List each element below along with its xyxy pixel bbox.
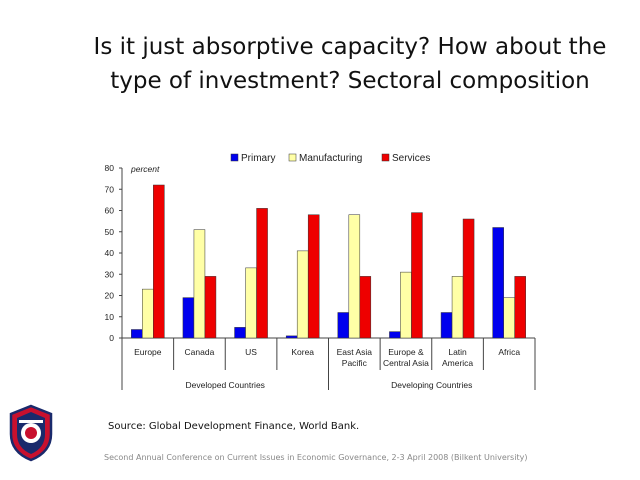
slide-title-line-2: type of investment? Sectoral composition <box>110 68 590 94</box>
university-crest-logo <box>9 404 53 462</box>
y-tick-label: 0 <box>109 333 114 343</box>
x-category-label: Europe <box>134 347 162 357</box>
bar-manufacturing-us <box>245 267 257 339</box>
bar-services-africa <box>514 276 526 339</box>
bar-manufacturing-latin-america <box>451 276 464 339</box>
conference-footer: Second Annual Conference on Current Issu… <box>104 453 528 462</box>
bar-primary-latin-america <box>440 312 453 339</box>
y-tick-label: 80 <box>105 163 115 173</box>
y-tick-label: 30 <box>105 269 115 279</box>
slide-title-line-1: Is it just absorptive capacity? How abou… <box>93 34 607 60</box>
bar-manufacturing-africa <box>503 297 515 339</box>
x-category-label: Africa <box>498 347 520 357</box>
y-tick-label: 10 <box>105 312 115 322</box>
x-category-label: Latin <box>448 347 467 357</box>
bar-manufacturing-east-asia-pacific <box>348 214 361 339</box>
bar-manufacturing-korea <box>296 250 309 339</box>
x-category-label: Pacific <box>342 358 368 368</box>
bar-primary-canada <box>182 297 195 339</box>
y-tick-label: 70 <box>105 184 115 194</box>
y-tick-label: 40 <box>105 248 115 258</box>
bar-manufacturing-canada <box>193 229 206 339</box>
legend-swatch-primary <box>230 153 239 162</box>
x-category-label: Central Asia <box>383 358 429 368</box>
bar-services-east-asia-pacific <box>359 276 372 339</box>
bar-manufacturing-europe <box>142 288 154 339</box>
bar-services-latin-america <box>462 218 475 339</box>
x-category-label: Korea <box>291 347 314 357</box>
bar-services-us <box>256 208 268 339</box>
y-tick-label: 60 <box>105 206 115 216</box>
x-group-label: Developing Countries <box>391 380 472 390</box>
x-category-label: Canada <box>185 347 215 357</box>
bar-primary-east-asia-pacific <box>337 312 350 339</box>
slide-title: Is it just absorptive capacity? How abou… <box>80 30 620 98</box>
legend-label-services: Services <box>392 153 430 164</box>
x-category-label: US <box>245 347 257 357</box>
legend-swatch-services <box>381 153 390 162</box>
bar-primary-us <box>234 327 246 339</box>
y-axis-unit-label: percent <box>130 164 160 174</box>
x-group-label: Developed Countries <box>186 380 265 390</box>
bar-services-korea <box>307 214 320 339</box>
source-note: Source: Global Development Finance, Worl… <box>108 421 360 432</box>
legend-swatch-manufacturing <box>288 153 297 162</box>
legend-label-primary: Primary <box>241 153 275 164</box>
bar-services-canada <box>204 276 217 339</box>
x-category-label: America <box>442 358 473 368</box>
legend-label-manufacturing: Manufacturing <box>299 153 362 164</box>
bar-services-europe-central-asia <box>411 212 423 339</box>
bar-services-europe <box>153 184 165 339</box>
bar-primary-korea <box>285 335 298 339</box>
bar-primary-europe-central-asia <box>389 331 401 339</box>
x-category-label: East Asia <box>337 347 373 357</box>
bar-primary-africa <box>492 227 504 339</box>
bar-primary-europe <box>131 329 143 339</box>
y-tick-label: 50 <box>105 227 115 237</box>
bar-manufacturing-europe-central-asia <box>400 271 412 339</box>
y-tick-label: 20 <box>105 291 115 301</box>
x-category-label: Europe & <box>388 347 424 357</box>
